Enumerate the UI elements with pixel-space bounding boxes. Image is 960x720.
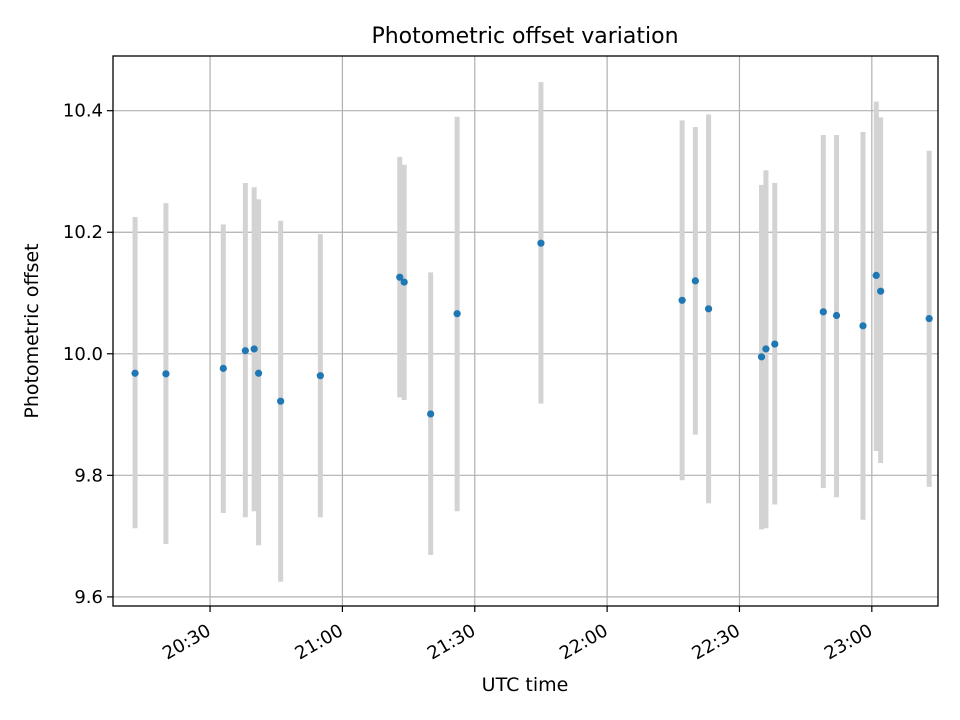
data-point (277, 397, 285, 405)
plot-frame (112, 55, 939, 607)
data-point (162, 370, 170, 378)
data-point (453, 310, 461, 318)
chart-title: Photometric offset variation (371, 24, 678, 49)
data-points (131, 239, 933, 418)
data-point (537, 239, 545, 247)
data-point (757, 353, 766, 361)
y-tick-label: 9.6 (74, 587, 103, 608)
y-tick-label: 10.0 (63, 344, 103, 365)
y-tick-label: 10.2 (63, 222, 103, 243)
data-point (396, 273, 404, 281)
data-point (219, 364, 227, 372)
grid (113, 56, 938, 606)
data-point (832, 311, 841, 320)
data-point (427, 410, 435, 418)
y-tick-label: 9.8 (74, 465, 103, 486)
data-point (925, 314, 933, 323)
data-point (678, 296, 686, 304)
y-tick-label: 10.4 (63, 101, 103, 122)
data-point (872, 271, 880, 279)
x-axis-label: UTC time (482, 674, 569, 696)
data-point (254, 369, 263, 377)
data-point (762, 345, 770, 353)
data-point (316, 372, 324, 380)
data-point (877, 287, 885, 295)
y-axis: 9.6 9.8 10.0 10.2 10.4 (63, 101, 113, 608)
data-point (704, 305, 713, 313)
data-point (241, 347, 249, 355)
data-point (250, 345, 258, 353)
data-point (859, 322, 867, 330)
data-point (691, 277, 699, 285)
data-point (400, 278, 408, 286)
data-point (131, 369, 139, 377)
y-axis-label: Photometric offset (21, 243, 43, 418)
data-point (819, 308, 827, 316)
data-point (771, 340, 779, 348)
